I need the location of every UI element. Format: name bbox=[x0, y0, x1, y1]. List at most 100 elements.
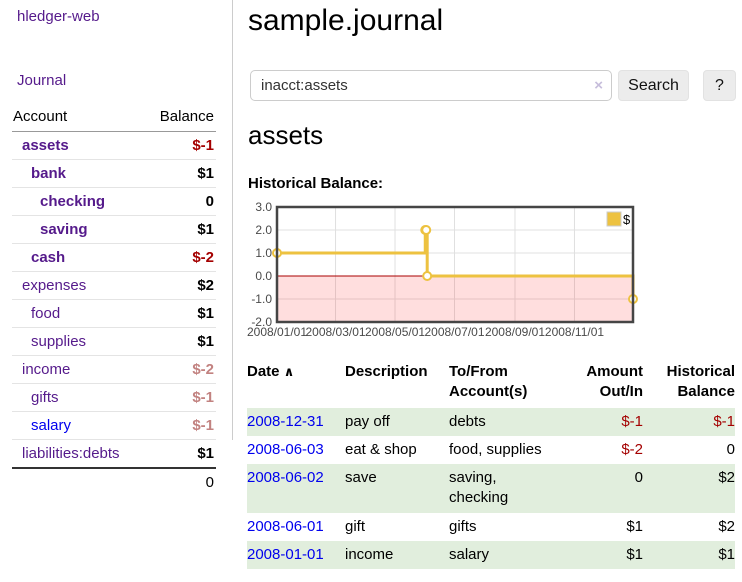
sidebar-divider bbox=[232, 0, 233, 440]
register-table: Date ∧ Description To/From Account(s) Am… bbox=[247, 360, 735, 569]
transaction-date-cell: 2008-01-01 bbox=[247, 541, 345, 569]
register-header-description: Description bbox=[345, 363, 428, 380]
transaction-amount-cell: 0 bbox=[634, 469, 643, 486]
transaction-date-link[interactable]: 2008-06-03 bbox=[247, 440, 324, 458]
account-balance: $1 bbox=[197, 445, 214, 462]
account-name-cell: checking bbox=[12, 187, 146, 216]
clear-search-icon[interactable]: × bbox=[594, 77, 603, 94]
transaction-balance-cell: $-1 bbox=[713, 412, 735, 430]
account-link[interactable]: assets bbox=[22, 137, 69, 154]
account-name-cell: salary bbox=[12, 411, 146, 440]
account-row: supplies $1 bbox=[12, 327, 216, 356]
historical-balance-chart: 3.0 2.0 1.0 0.0 -1.0 -2.0 2008/01/01 2008/03/01… bbox=[247, 200, 739, 343]
transaction-date-link[interactable]: 2008-12-31 bbox=[247, 412, 324, 430]
account-balance-cell: $1 bbox=[145, 439, 216, 468]
account-balance: $-2 bbox=[192, 361, 214, 378]
transaction-description-cell: pay off bbox=[345, 412, 390, 430]
brand-link[interactable]: hledger-web bbox=[17, 8, 100, 25]
account-link[interactable]: cash bbox=[31, 249, 66, 266]
transaction-row: 2008-12-31 pay off debts $-1 $-1 bbox=[247, 407, 735, 436]
search-input[interactable] bbox=[250, 70, 612, 101]
transaction-accounts-cell: gifts bbox=[449, 517, 477, 535]
account-row: salary $-1 bbox=[12, 411, 216, 440]
main-content: sample.journal × Search ? assets Histori… bbox=[247, 0, 739, 582]
account-balance: $-1 bbox=[192, 137, 214, 154]
account-name-cell: food bbox=[12, 299, 146, 328]
svg-text:-2.0: -2.0 bbox=[251, 315, 272, 329]
account-row: checking 0 bbox=[12, 187, 216, 216]
transaction-row: 2008-06-03 eat & shop food, supplies $-2 0 bbox=[247, 436, 735, 464]
account-name-cell: income bbox=[12, 355, 146, 384]
account-balance-cell: $-1 bbox=[145, 132, 216, 160]
date-header-label: Date bbox=[247, 363, 280, 380]
transaction-amount-cell: $1 bbox=[626, 545, 643, 563]
transaction-date-cell: 2008-12-31 bbox=[247, 408, 345, 436]
account-link[interactable]: gifts bbox=[31, 389, 59, 406]
svg-text:1.0: 1.0 bbox=[255, 246, 272, 260]
transaction-balance-cell: $2 bbox=[718, 469, 735, 486]
transaction-row: 2008-06-02 save saving, checking 0 $2 bbox=[247, 464, 735, 513]
transaction-accounts-cell: debts bbox=[449, 412, 486, 430]
account-name-cell: saving bbox=[12, 215, 146, 244]
svg-text:2008/09/01: 2008/09/01 bbox=[485, 325, 545, 339]
accounts-total-value: 0 bbox=[12, 467, 216, 496]
transaction-row: 2008-06-01 gift gifts $1 $2 bbox=[247, 513, 735, 541]
account-name-cell: liabilities:debts bbox=[12, 439, 146, 468]
account-link[interactable]: liabilities:debts bbox=[22, 445, 120, 462]
svg-text:2008/03/01: 2008/03/01 bbox=[305, 325, 365, 339]
account-name-cell: cash bbox=[12, 243, 146, 272]
account-link[interactable]: food bbox=[31, 305, 61, 322]
transaction-description-cell: income bbox=[345, 545, 394, 563]
help-button[interactable]: ? bbox=[703, 70, 736, 101]
account-row: assets $-1 bbox=[12, 132, 216, 160]
account-link[interactable]: saving bbox=[40, 221, 88, 238]
transaction-amount-cell: $-1 bbox=[621, 412, 643, 430]
transaction-date-link[interactable]: 2008-06-01 bbox=[247, 517, 324, 535]
account-balance: $1 bbox=[197, 165, 214, 182]
account-balance-cell: $1 bbox=[145, 327, 216, 356]
account-balance-cell: 0 bbox=[145, 187, 216, 216]
account-link[interactable]: supplies bbox=[31, 333, 87, 350]
sort-asc-icon: ∧ bbox=[283, 364, 295, 379]
account-balance: $1 bbox=[197, 333, 214, 350]
account-link[interactable]: bank bbox=[31, 165, 67, 182]
account-balance: $1 bbox=[197, 305, 214, 322]
account-balance-cell: $1 bbox=[145, 159, 216, 188]
transaction-date-cell: 2008-06-01 bbox=[247, 513, 345, 541]
search-button[interactable]: Search bbox=[618, 70, 689, 101]
transaction-date-link[interactable]: 2008-01-01 bbox=[247, 545, 324, 563]
transaction-description-cell: gift bbox=[345, 517, 366, 535]
account-balance: $-1 bbox=[192, 417, 214, 434]
account-name-cell: bank bbox=[12, 159, 146, 188]
account-row: expenses $2 bbox=[12, 271, 216, 300]
account-link[interactable]: expenses bbox=[22, 277, 87, 294]
account-row: bank $1 bbox=[12, 159, 216, 188]
account-link[interactable]: salary bbox=[31, 417, 72, 434]
account-name-cell: assets bbox=[12, 132, 145, 160]
account-row: food $1 bbox=[12, 299, 216, 328]
page-title: sample.journal bbox=[248, 4, 444, 37]
register-header-date[interactable]: Date ∧ bbox=[247, 360, 345, 408]
account-balance: $-2 bbox=[192, 249, 214, 266]
svg-text:2.0: 2.0 bbox=[255, 223, 272, 237]
sidebar-item-journal[interactable]: Journal bbox=[17, 72, 67, 89]
account-row: liabilities:debts $1 bbox=[12, 439, 216, 468]
accounts-header-account: Account bbox=[12, 104, 146, 132]
transaction-accounts-cell: food, supplies bbox=[449, 440, 542, 458]
account-link[interactable]: income bbox=[22, 361, 71, 378]
account-section-title: assets bbox=[248, 120, 324, 150]
transaction-balance-cell: $1 bbox=[718, 545, 735, 563]
transaction-accounts-cell: salary bbox=[449, 545, 490, 563]
account-name-cell: supplies bbox=[12, 327, 146, 356]
svg-text:2008/01/01: 2008/01/01 bbox=[247, 325, 307, 339]
account-balance-cell: $-1 bbox=[145, 411, 216, 440]
account-balance-cell: $-2 bbox=[145, 355, 216, 384]
account-balance-cell: $-1 bbox=[145, 383, 216, 412]
account-name-cell: expenses bbox=[12, 271, 146, 300]
account-balance-cell: $1 bbox=[145, 215, 216, 244]
account-link[interactable]: checking bbox=[40, 193, 106, 210]
accounts-body: assets $-1 bank $1 checking 0 saving $1 cash $-2 e… bbox=[12, 132, 216, 468]
transaction-date-link[interactable]: 2008-06-02 bbox=[247, 469, 324, 486]
accounts-total-row: 0 bbox=[12, 467, 216, 496]
transaction-description-cell: eat & shop bbox=[345, 440, 417, 458]
